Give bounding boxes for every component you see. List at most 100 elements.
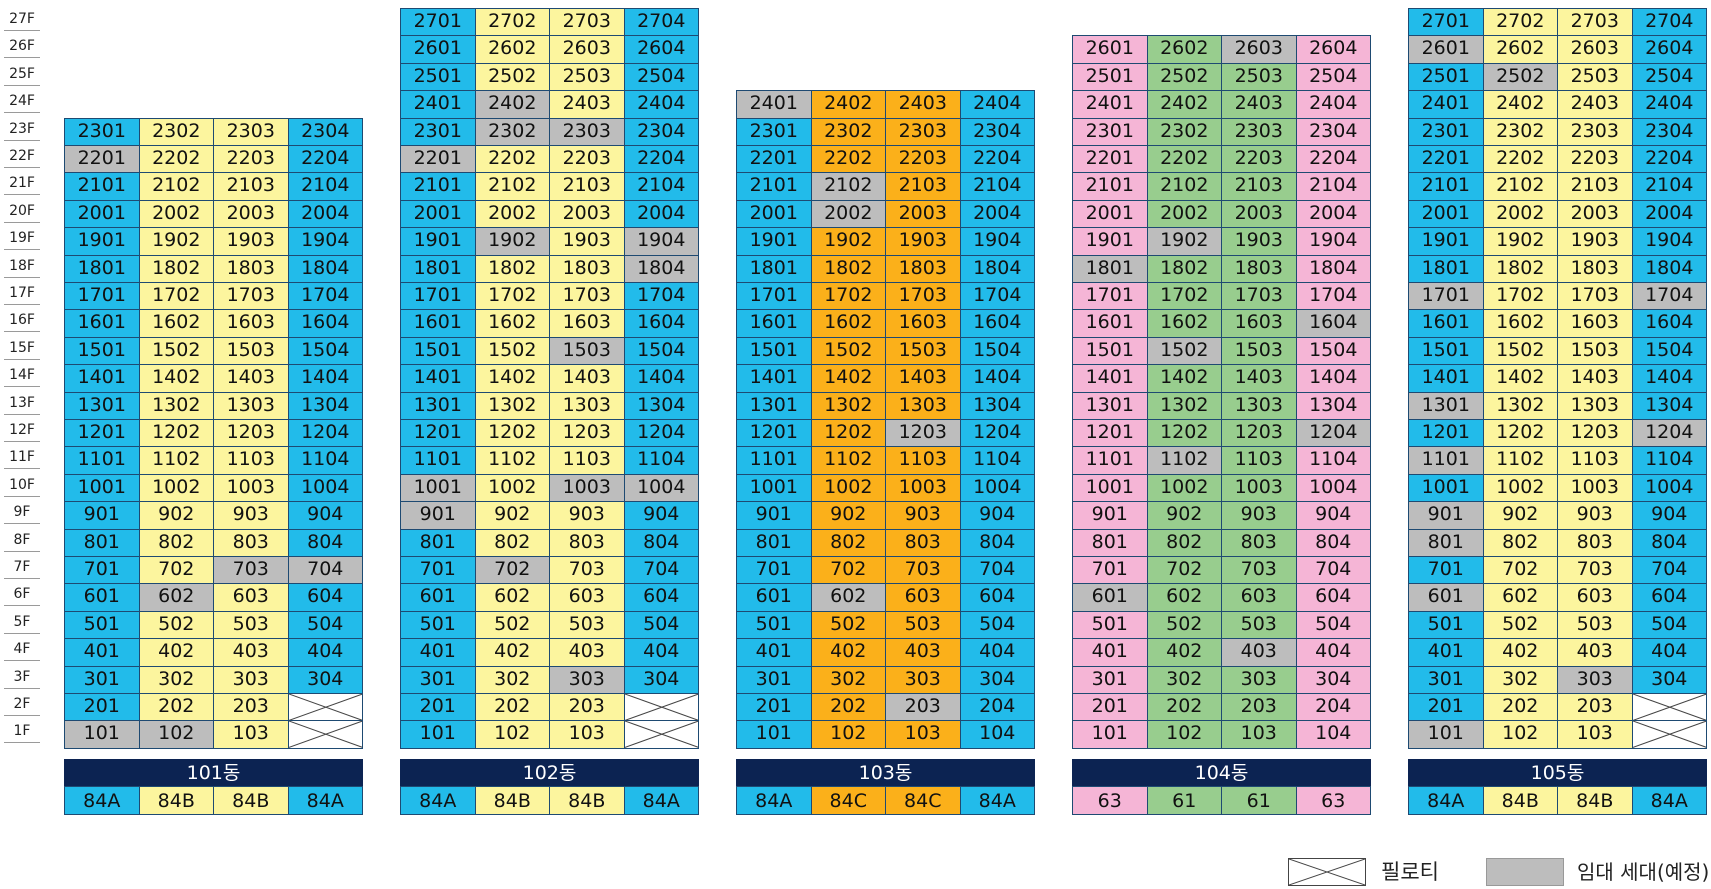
unit-cell: 2203 [1221, 145, 1297, 174]
unit-cell: 2202 [810, 145, 886, 174]
unit-cell: 1902 [1482, 227, 1558, 256]
unit-cell: 604 [1631, 583, 1707, 612]
unit-cell: 1604 [959, 309, 1035, 338]
unit-cell: 703 [1221, 556, 1297, 585]
unit-cell: 2504 [623, 62, 699, 92]
unit-type-cell: 63 [1072, 786, 1148, 815]
unit-cell: 1301 [736, 391, 812, 420]
unit-cell: 1603 [213, 309, 289, 338]
unit-cell: 1703 [213, 282, 289, 311]
unit-cell: 704 [1631, 556, 1707, 585]
unit-cell: 1304 [287, 391, 363, 420]
unit-cell: 1501 [400, 336, 476, 366]
unit-cell: 804 [959, 528, 1035, 557]
unit-cell: 2001 [1072, 199, 1148, 229]
unit-cell: 2501 [400, 62, 476, 92]
unit-cell: 901 [1072, 501, 1148, 530]
unit-cell: 302 [1146, 665, 1222, 694]
unit-cell: 1702 [474, 282, 550, 311]
unit-cell: 2302 [1146, 117, 1222, 146]
unit-cell: 2602 [474, 35, 550, 64]
unit-cell: 2303 [1557, 117, 1633, 146]
unit-cell: 2204 [1295, 145, 1371, 174]
unit-cell: 1704 [623, 282, 699, 311]
building-name: 102동 [400, 759, 699, 787]
unit-cell: 602 [474, 583, 550, 612]
unit-cell: 203 [213, 693, 289, 722]
unit-cell: 1402 [138, 364, 214, 393]
unit-cell: 103 [1221, 720, 1297, 749]
rental-unit-cell: 2002 [810, 199, 886, 229]
unit-cell: 301 [1072, 665, 1148, 694]
unit-cell: 1802 [1482, 254, 1558, 283]
unit-cell: 703 [1557, 556, 1633, 585]
unit-cell: 702 [1146, 556, 1222, 585]
unit-cell: 2701 [1408, 8, 1484, 37]
unit-cell: 1404 [1295, 364, 1371, 393]
unit-cell: 2102 [474, 172, 550, 201]
unit-cell: 2104 [287, 172, 363, 201]
unit-cell: 2003 [549, 199, 625, 229]
unit-cell: 2603 [1557, 35, 1633, 64]
unit-cell: 402 [474, 638, 550, 667]
unit-cell: 502 [138, 610, 214, 640]
unit-cell: 1304 [959, 391, 1035, 420]
unit-cell: 1404 [623, 364, 699, 393]
unit-type-cell: 84A [623, 786, 699, 815]
unit-cell: 503 [1557, 610, 1633, 640]
unit-cell: 2702 [1482, 8, 1558, 37]
unit-cell: 2103 [213, 172, 289, 201]
rental-unit-cell: 601 [1072, 583, 1148, 612]
unit-cell: 1003 [885, 473, 961, 503]
unit-cell: 1901 [400, 227, 476, 256]
unit-cell: 602 [1146, 583, 1222, 612]
unit-cell: 704 [959, 556, 1035, 585]
unit-type-cell: 84B [474, 786, 550, 815]
floor-label: 19F [4, 227, 40, 251]
unit-cell: 202 [810, 693, 886, 722]
unit-cell: 904 [623, 501, 699, 530]
unit-cell: 2004 [623, 199, 699, 229]
unit-cell: 301 [400, 665, 476, 694]
unit-cell: 1703 [1557, 282, 1633, 311]
unit-cell: 801 [1072, 528, 1148, 557]
unit-cell: 1103 [1221, 446, 1297, 475]
unit-cell: 702 [1482, 556, 1558, 585]
unit-cell: 1204 [959, 419, 1035, 448]
legend-piloti-label: 필로티 [1381, 860, 1439, 884]
unit-cell: 404 [959, 638, 1035, 667]
unit-cell: 2703 [549, 8, 625, 37]
unit-cell: 2703 [1557, 8, 1633, 37]
unit-cell: 201 [400, 693, 476, 722]
unit-cell: 1301 [1072, 391, 1148, 420]
unit-cell: 401 [64, 638, 140, 667]
unit-cell: 2301 [64, 117, 140, 146]
unit-cell: 701 [736, 556, 812, 585]
unit-cell: 2203 [1557, 145, 1633, 174]
unit-cell: 1302 [1146, 391, 1222, 420]
unit-cell: 1104 [1631, 446, 1707, 475]
unit-cell: 902 [138, 501, 214, 530]
unit-cell: 2104 [959, 172, 1035, 201]
unit-cell: 1103 [213, 446, 289, 475]
unit-cell: 2204 [623, 145, 699, 174]
unit-cell: 502 [810, 610, 886, 640]
floor-label: 23F [4, 118, 40, 141]
unit-cell: 704 [1295, 556, 1371, 585]
unit-cell: 2504 [1295, 62, 1371, 92]
unit-cell: 1603 [1557, 309, 1633, 338]
unit-cell: 1804 [1631, 254, 1707, 283]
floor-label: 5F [4, 611, 40, 634]
unit-cell: 2304 [287, 117, 363, 146]
unit-cell: 1601 [1072, 309, 1148, 338]
unit-cell: 1703 [885, 282, 961, 311]
unit-cell: 802 [138, 528, 214, 557]
building-name: 105동 [1408, 759, 1707, 787]
unit-cell: 1903 [1221, 227, 1297, 256]
rental-unit-cell: 1503 [549, 336, 625, 366]
rental-unit-cell: 403 [1221, 638, 1297, 667]
unit-cell: 1604 [1631, 309, 1707, 338]
unit-cell: 2204 [287, 145, 363, 174]
unit-cell: 2102 [1482, 172, 1558, 201]
unit-cell: 1104 [1295, 446, 1371, 475]
